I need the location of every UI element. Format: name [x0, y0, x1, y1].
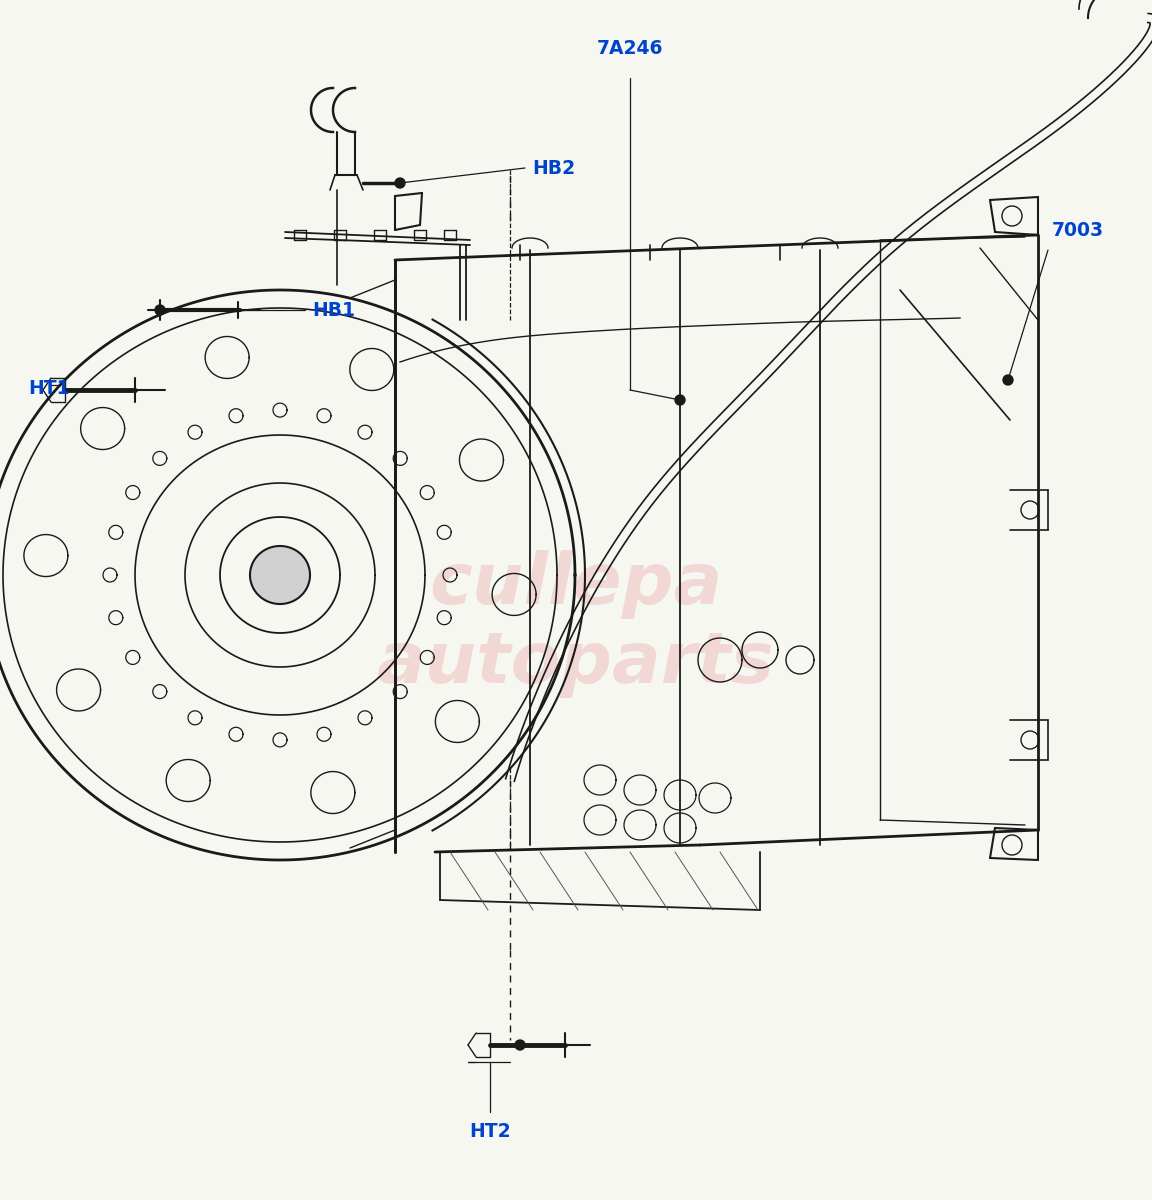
- Text: HB2: HB2: [532, 158, 575, 178]
- Circle shape: [1003, 374, 1013, 385]
- Text: 7003: 7003: [1052, 221, 1104, 240]
- Text: HT1: HT1: [28, 378, 69, 397]
- Text: cullepa
autoparts: cullepa autoparts: [377, 550, 775, 698]
- Circle shape: [675, 395, 685, 404]
- Circle shape: [395, 178, 406, 188]
- Circle shape: [156, 306, 164, 314]
- Polygon shape: [250, 546, 310, 604]
- Text: HT2: HT2: [469, 1122, 510, 1141]
- Circle shape: [156, 305, 165, 314]
- Text: 7A246: 7A246: [597, 38, 664, 58]
- Circle shape: [515, 1040, 525, 1050]
- Text: HB1: HB1: [312, 300, 355, 319]
